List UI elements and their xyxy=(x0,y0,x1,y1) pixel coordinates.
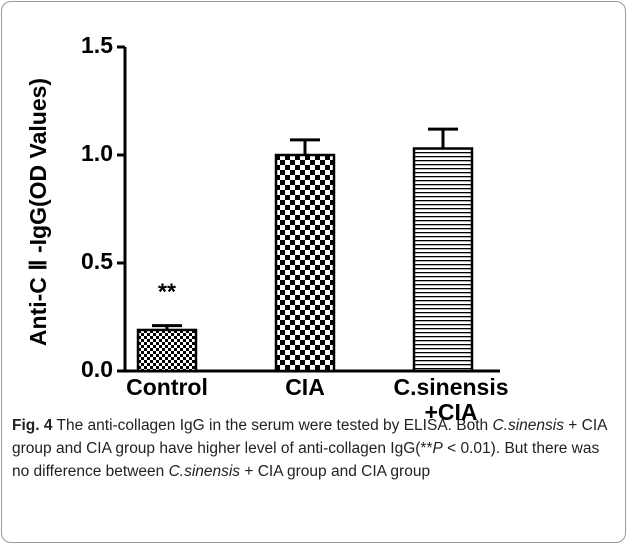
caption-label: Fig. 4 xyxy=(12,417,53,434)
chart: Anti-C Ⅱ -IgG(OD Values) 0.0 0.5 1.0 1.5 ** xyxy=(25,32,500,382)
y-tick-label: 1.5 xyxy=(81,32,113,58)
caption: Fig. 4 The anti-collagen IgG in the seru… xyxy=(12,414,612,483)
caption-text: < 0.01). But there was no difference bet… xyxy=(12,440,600,480)
caption-text: The anti-collagen IgG in the serum were … xyxy=(56,417,493,434)
y-tick-label: 1.0 xyxy=(81,140,113,166)
caption-text: + CIA group and CIA group xyxy=(240,463,431,480)
bar xyxy=(136,328,198,373)
y-axis-label: Anti-C Ⅱ -IgG(OD Values) xyxy=(25,78,51,346)
x-tick-label: CIA xyxy=(285,374,325,400)
caption-italic: P xyxy=(432,440,443,457)
x-tick-label: Control xyxy=(126,374,208,400)
annotation: ** xyxy=(158,279,176,305)
caption-italic: C.sinensis xyxy=(492,417,564,434)
y-tick-label: 0.0 xyxy=(81,356,113,382)
caption-italic: C.sinensis xyxy=(168,463,241,480)
bar xyxy=(274,153,336,373)
caption-text: + CIA group and CIA group have higher le… xyxy=(12,417,607,457)
y-tick-label: 0.5 xyxy=(81,248,113,274)
bar xyxy=(412,147,474,373)
x-tick-label: C.sinensis +CIA xyxy=(393,374,509,425)
